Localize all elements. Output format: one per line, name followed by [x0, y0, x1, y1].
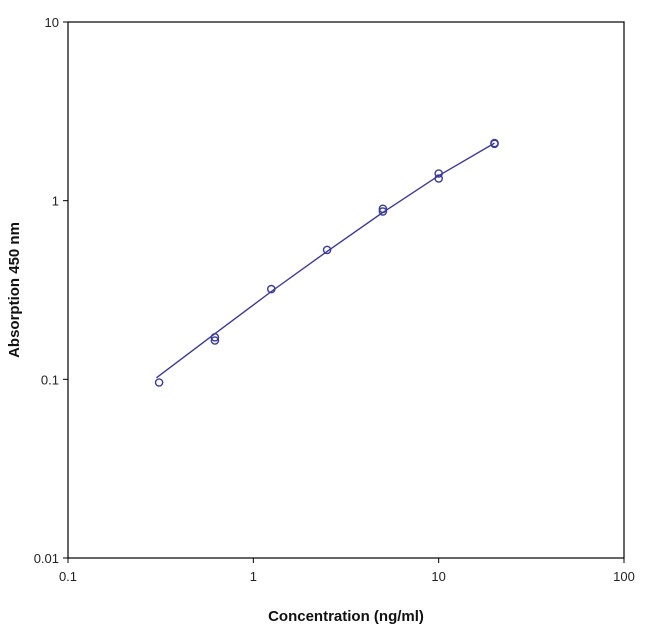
data-point [490, 138, 499, 148]
x-tick-label: 100 [613, 569, 635, 584]
data-point [378, 207, 388, 216]
data-points-group [154, 138, 499, 387]
x-tick-label: 0.1 [59, 569, 77, 584]
y-tick-label: 0.01 [34, 551, 59, 566]
data-point [266, 284, 276, 294]
data-point [434, 169, 444, 178]
y-tick-label: 0.1 [41, 372, 59, 387]
x-axis-title: Concentration (ng/ml) [268, 608, 424, 625]
fit-line-group [155, 142, 495, 379]
data-point [434, 174, 444, 183]
x-tick-label: 1 [250, 569, 257, 584]
data-point [210, 336, 220, 345]
data-point [378, 204, 388, 214]
plot-area-frame [67, 21, 625, 559]
x-axis-ticks: 0.1 1 10 100 [59, 558, 635, 584]
fit-line [155, 142, 495, 379]
y-axis-title: Absorption 450 nm [6, 222, 23, 358]
x-tick-label: 10 [431, 569, 445, 584]
y-tick-label: 10 [45, 15, 59, 30]
data-point [322, 245, 332, 255]
y-tick-label: 1 [52, 194, 59, 209]
y-axis-ticks: 0.01 0.1 1 10 [34, 15, 68, 566]
data-point [154, 378, 164, 387]
data-point [210, 332, 220, 342]
